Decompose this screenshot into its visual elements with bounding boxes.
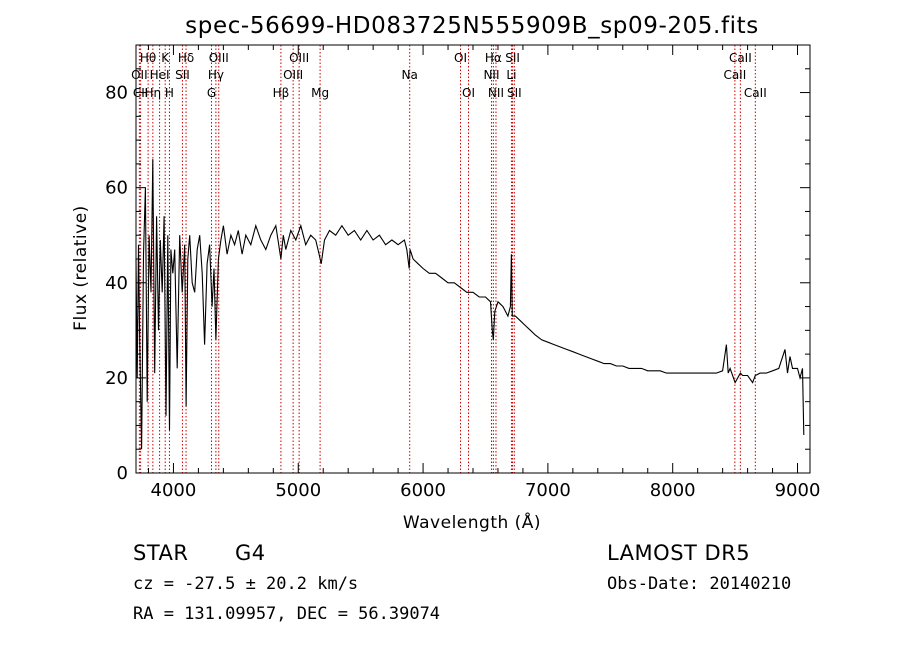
spectral-line-label: SII xyxy=(507,86,522,100)
y-tick-label: 40 xyxy=(105,273,128,294)
object-class: STAR xyxy=(133,541,189,565)
spectral-line-label: Hγ xyxy=(208,68,224,82)
spectral-line-label: Li xyxy=(506,68,516,82)
spectral-line-label: CaII xyxy=(723,68,746,82)
x-tick-label: 5000 xyxy=(275,480,321,501)
redshift-velocity: cz = -27.5 ± 20.2 km/s xyxy=(133,574,359,594)
survey-name: LAMOST DR5 xyxy=(607,541,751,565)
spectral-line-label: Hη xyxy=(145,86,162,100)
spectral-line-label: Hβ xyxy=(273,86,290,100)
y-axis-label: Flux (relative) xyxy=(71,205,91,331)
y-tick-label: 60 xyxy=(105,178,128,199)
y-tick-label: 0 xyxy=(117,463,128,484)
x-tick-label: 9000 xyxy=(775,480,821,501)
y-tick-label: 80 xyxy=(105,83,128,104)
spectral-line-label: G xyxy=(207,86,216,100)
plot-frame xyxy=(135,44,811,474)
spectral-line-label: Hα xyxy=(485,51,502,65)
spectral-line-label: Na xyxy=(402,68,418,82)
spectral-line-label: SII xyxy=(175,68,190,82)
spectral-line-label: HeI xyxy=(150,68,170,82)
x-tick-label: 7000 xyxy=(525,480,571,501)
spectral-line-markers xyxy=(138,45,756,473)
x-tick-label: 4000 xyxy=(151,480,197,501)
flux-series-line xyxy=(135,159,805,450)
spectral-line-label: OI xyxy=(454,51,467,65)
axis-ticks: 4000 5000 6000 7000 8000 9000 0 20 40 60 80 xyxy=(105,45,820,501)
spectral-line-label: OIII xyxy=(283,68,303,82)
spectral-line-label: OIII xyxy=(209,51,229,65)
spectral-line-label: K xyxy=(161,51,170,65)
spectral-line-label: Hθ xyxy=(140,51,156,65)
spectral-line-label: NII xyxy=(488,86,504,100)
x-tick-label: 8000 xyxy=(650,480,696,501)
observation-date: Obs-Date: 20140210 xyxy=(607,574,792,594)
spectral-line-label: Hδ xyxy=(178,51,194,65)
spectral-line-label: CII xyxy=(133,86,148,100)
spectral-line-label: SII xyxy=(505,51,520,65)
y-tick-label: 20 xyxy=(105,368,128,389)
spectral-line-label: OII xyxy=(131,68,148,82)
spectral-line-label: OIII xyxy=(289,51,309,65)
chart-title: spec-56699-HD083725N555909B_sp09-205.fit… xyxy=(185,13,759,39)
x-axis-label: Wavelength (Å) xyxy=(403,511,541,533)
spectral-line-label: CaII xyxy=(744,86,767,100)
spectral-line-label: OI xyxy=(462,86,475,100)
object-subclass: G4 xyxy=(235,541,266,565)
spectral-line-label: Mg xyxy=(311,86,329,100)
spectral-line-label: NII xyxy=(483,68,499,82)
coordinates: RA = 131.09957, DEC = 56.39074 xyxy=(133,604,441,624)
x-tick-label: 6000 xyxy=(400,480,446,501)
spectral-line-label: H xyxy=(165,86,174,100)
spectral-line-label: CaII xyxy=(729,51,752,65)
